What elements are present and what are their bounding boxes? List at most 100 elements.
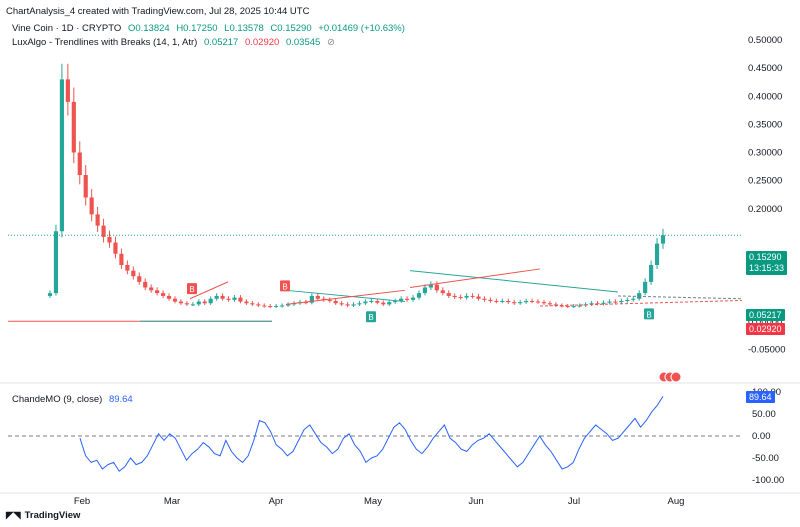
candle-body	[345, 304, 349, 305]
oscillator-line	[80, 396, 663, 471]
candle-body	[542, 302, 546, 303]
oscillator-badge: 89.64	[746, 391, 775, 403]
candle-body	[423, 288, 427, 294]
break-marker-label: B	[368, 313, 373, 322]
candle-body	[90, 198, 94, 215]
symbol-name: Vine Coin · 1D · CRYPTO	[12, 23, 121, 34]
upper-trendline-badge: 0.05217	[746, 309, 785, 321]
brand-text: TradingView	[25, 510, 81, 521]
candle-body	[435, 285, 439, 291]
candle-body	[125, 265, 129, 271]
candle-body	[268, 306, 272, 307]
time-tick-label: Aug	[668, 496, 685, 507]
last-price: 0.15290	[749, 252, 784, 263]
indicator-name: LuxAlgo - Trendlines with Breaks (14, 1,…	[12, 37, 197, 48]
candle-body	[167, 296, 171, 299]
indicator-value-1: 0.05217	[204, 37, 238, 48]
indicator-legend: LuxAlgo - Trendlines with Breaks (14, 1,…	[12, 37, 335, 48]
candle-body	[601, 303, 605, 304]
candle-body	[66, 79, 70, 102]
price-tick-label: 0.40000	[748, 91, 782, 102]
price-tick-label: 0.30000	[748, 148, 782, 159]
tradingview-footer[interactable]: ◤◥ TradingView	[6, 510, 80, 521]
candle-body	[655, 244, 659, 265]
candle-body	[405, 299, 409, 300]
candle-body	[357, 303, 361, 304]
legend-high: H0.17250	[176, 23, 217, 34]
candle-body	[262, 306, 266, 307]
event-icon	[671, 372, 681, 382]
time-tick-label: May	[364, 496, 382, 507]
candle-body	[334, 301, 338, 303]
price-tick-label: 0.25000	[748, 176, 782, 187]
oscillator-tick-label: 50.00	[752, 409, 776, 420]
candle-body	[381, 303, 385, 305]
price-tick-label: 0.20000	[748, 204, 782, 215]
legend-close: C0.15290	[270, 23, 311, 34]
candle-body	[375, 301, 379, 303]
candle-body	[351, 304, 355, 305]
candle-body	[441, 290, 445, 293]
lower-trendline-projection	[540, 300, 742, 306]
candle-body	[173, 299, 177, 302]
candle-body	[548, 303, 552, 304]
time-tick-label: Jun	[468, 496, 483, 507]
candle-body	[185, 303, 189, 304]
breakout-extension-3	[410, 269, 540, 288]
bar-countdown: 13:15:33	[749, 263, 784, 274]
legend-open: O0.13824	[128, 23, 170, 34]
tradingview-logo-icon: ◤◥	[6, 510, 21, 521]
candle-body	[447, 293, 451, 296]
candle-body	[578, 306, 582, 307]
price-tick-label: 0.50000	[748, 35, 782, 46]
candle-body	[155, 290, 159, 293]
upper-trendline-projection	[618, 296, 742, 299]
oscillator-tick-label: -100.00	[752, 475, 784, 486]
candle-body	[197, 302, 201, 305]
eye-icon[interactable]: ⊘	[327, 37, 335, 48]
legend-low: L0.13578	[224, 23, 264, 34]
candle-body	[363, 302, 367, 304]
candle-body	[524, 301, 528, 302]
candle-body	[340, 303, 344, 304]
candle-body	[482, 299, 486, 300]
candle-body	[411, 298, 415, 300]
oscillator-tick-label: 0.00	[752, 431, 771, 442]
time-tick-label: Apr	[269, 496, 284, 507]
candle-body	[96, 214, 100, 225]
price-tick-label: 0.45000	[748, 63, 782, 74]
candle-body	[316, 296, 320, 299]
oscillator-name: ChandeMO (9, close)	[12, 394, 102, 405]
candle-body	[530, 301, 534, 302]
candle-body	[643, 282, 647, 293]
candle-body	[209, 299, 213, 304]
candle-body	[101, 226, 105, 237]
candle-body	[369, 301, 373, 302]
candle-body	[500, 301, 504, 302]
candle-body	[48, 293, 52, 296]
candle-body	[60, 79, 64, 231]
candle-body	[328, 300, 332, 301]
candle-body	[417, 293, 421, 298]
candle-body	[613, 302, 617, 303]
candle-body	[191, 304, 195, 305]
candle-body	[232, 298, 236, 300]
price-tick-label: 0.35000	[748, 119, 782, 130]
candle-body	[203, 302, 207, 304]
candle-body	[244, 302, 248, 304]
candle-body	[143, 282, 147, 288]
break-marker-label: B	[189, 285, 194, 294]
candle-body	[631, 299, 635, 300]
candle-body	[566, 306, 570, 307]
break-marker-label: B	[282, 282, 287, 291]
oscillator-value: 89.64	[109, 394, 133, 405]
legend-change: +0.01469 (+10.63%)	[318, 23, 405, 34]
chart-caption: ChartAnalysis_4 created with TradingView…	[6, 6, 309, 17]
candle-body	[131, 271, 135, 277]
lower-trendline-badge: 0.02920	[746, 323, 785, 335]
candle-body	[78, 153, 82, 176]
candle-body	[506, 301, 510, 302]
oscillator-tick-label: -50.00	[752, 453, 779, 464]
indicator-value-3: 0.03545	[286, 37, 320, 48]
